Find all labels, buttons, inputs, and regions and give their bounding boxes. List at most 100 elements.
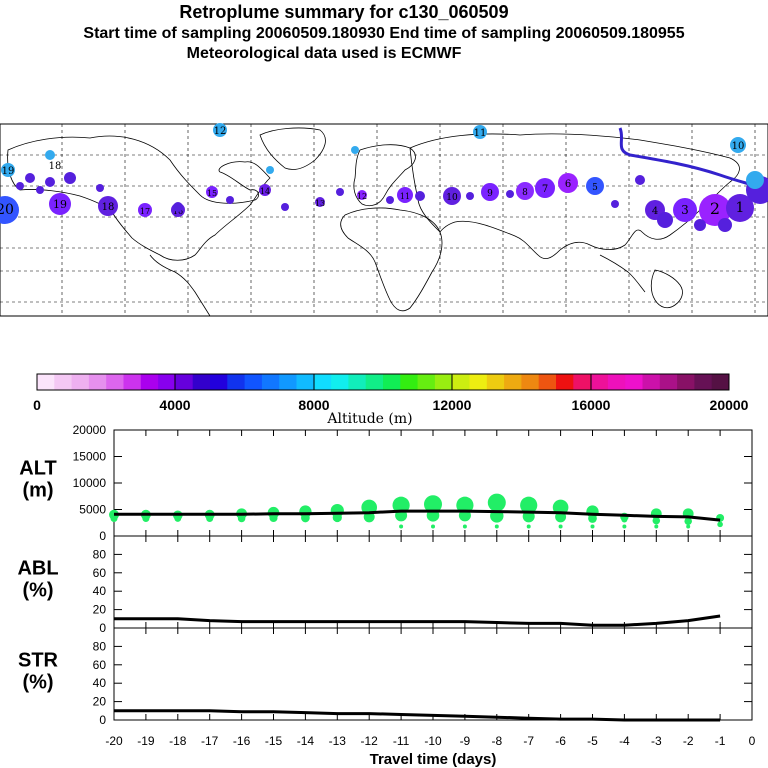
xtick-label: -18 — [169, 734, 187, 748]
colorbar-cell — [590, 374, 609, 390]
plume-point-label: 2 — [710, 199, 720, 218]
panel-abl: ABL(%) 80 60 40 20 0 — [17, 535, 753, 635]
xtick-label: -19 — [137, 734, 155, 748]
alt-blob — [588, 514, 597, 523]
colorbar-cell — [227, 374, 246, 390]
plume-marker — [635, 175, 645, 185]
plume-marker — [173, 202, 183, 212]
panel-str: STR(%) 80 60 40 20 0 — [18, 627, 753, 727]
panel-alt: ALT(m) 20000 15000 10000 5000 0 — [19, 423, 753, 543]
xtick-label: -9 — [460, 734, 471, 748]
str-line — [114, 709, 721, 722]
map-label-18: 18 — [49, 161, 62, 172]
colorbar-tick-label: 16000 — [572, 397, 611, 413]
plume-point-day-6 — [558, 173, 578, 193]
plume-other-labels: 12 11 10 18 19 — [2, 126, 745, 177]
map-label-10: 10 — [732, 141, 745, 152]
plume-marker — [415, 191, 425, 201]
xtick-label: -13 — [329, 734, 347, 748]
plume-point-label: 18 — [102, 202, 115, 213]
panel-ytick-label: 20000 — [73, 423, 107, 437]
plume-track — [618, 127, 768, 192]
colorbar-cell — [486, 374, 505, 390]
xtick-label: -7 — [523, 734, 534, 748]
alt-blob-low — [399, 524, 404, 529]
xtick-label: -17 — [201, 734, 219, 748]
alt-blob-low — [622, 524, 627, 529]
map-label-19: 19 — [2, 166, 15, 177]
xtick-label: -2 — [683, 734, 694, 748]
colorbar-cell — [452, 374, 470, 390]
plume-point-label: 5 — [592, 183, 598, 193]
alt-blob — [237, 514, 246, 523]
panel-yunit: (%) — [22, 580, 53, 602]
colorbar-cell — [677, 374, 695, 390]
plume-point-day-8 — [516, 182, 534, 200]
plume-point-day-18 — [98, 196, 118, 216]
alt-blob — [487, 493, 506, 512]
colorbar-cell — [659, 374, 678, 390]
colorbar-cell — [383, 374, 401, 390]
x-axis: -20 -19 -18 -17 -16 -15 -14 -13 -12 -11 -10 -9 -8 -7-… — [105, 734, 755, 768]
plume-point-label: 10 — [446, 193, 458, 203]
alt-blob-low — [462, 524, 467, 529]
plume-point-day-17 — [138, 203, 152, 217]
panel-ytick-label: 20 — [93, 695, 107, 709]
plume-points: 2019181716151413121110987654321 — [0, 123, 768, 232]
alt-median-line — [114, 509, 721, 522]
colorbar-cell — [158, 374, 176, 390]
alt-blob-low — [526, 524, 531, 529]
plume-point-label: 6 — [565, 179, 571, 190]
plume-marker-high — [730, 137, 746, 153]
colorbar-label: Altitude (m) — [326, 411, 412, 427]
alt-blob-low — [654, 524, 659, 529]
time-series-panels: ALT(m)20000150001000050000ABL(%)80604020… — [17, 423, 753, 727]
plume-point-day-3 — [673, 198, 697, 222]
panel-ytick-label: 40 — [93, 584, 107, 598]
plume-point-day-7 — [535, 178, 555, 198]
panel-ylabel: ALT — [19, 458, 56, 480]
colorbar-cell — [279, 374, 297, 390]
plume-marker-high — [45, 150, 55, 160]
alt-blob — [456, 496, 474, 514]
xtick-label: -8 — [491, 734, 502, 748]
plume-marker-high — [1, 163, 15, 177]
plume-marker — [386, 196, 394, 204]
plume-marker — [45, 177, 55, 187]
plume-point-day-1 — [726, 194, 754, 222]
panel-frame — [113, 627, 753, 721]
plume-point-label: 19 — [53, 198, 67, 211]
plume-point-label: 12 — [357, 192, 367, 201]
plume-marker — [64, 172, 76, 184]
colorbar-tick-label: 4000 — [159, 397, 190, 413]
colorbar-cell — [504, 374, 522, 390]
plume-marker-high — [266, 166, 274, 174]
colorbar-cell — [313, 374, 332, 390]
alt-blob — [174, 515, 182, 522]
colorbar-cell — [625, 374, 643, 390]
colorbar-tick-label: 20000 — [710, 397, 749, 413]
map-panel: 2019181716151413121110987654321 12111018… — [0, 123, 768, 317]
alt-blob-low — [494, 524, 499, 529]
plume-point-label: 1 — [736, 200, 745, 216]
plume-point-day-9 — [481, 183, 499, 201]
plume-point-day-12 — [357, 190, 367, 200]
colorbar-tick-label: 12000 — [433, 397, 472, 413]
alt-blob-low — [590, 524, 595, 529]
alt-blob — [652, 516, 661, 525]
abl-line — [114, 614, 721, 627]
colorbar-cell — [261, 374, 280, 390]
alt-blob — [621, 516, 628, 523]
alt-blob — [110, 515, 118, 523]
panel-ytick-label: 20 — [93, 603, 107, 617]
colorbar-tick-label: 0 — [33, 397, 41, 413]
xtick-label: -16 — [233, 734, 251, 748]
colorbar-cell — [417, 374, 436, 390]
colorbar-cell — [711, 374, 730, 390]
alt-blob — [392, 496, 410, 514]
colorbar-cell — [244, 374, 263, 390]
plume-marker — [25, 173, 35, 183]
panel-ytick-label: 5000 — [79, 503, 106, 517]
chart-title: Retroplume summary for c130_060509 — [179, 2, 509, 22]
